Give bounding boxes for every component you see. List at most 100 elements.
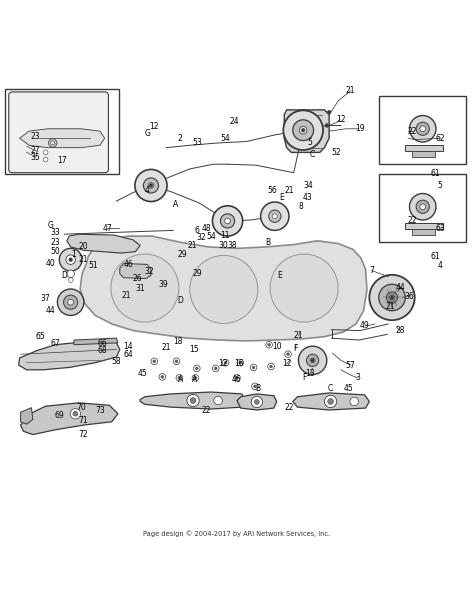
Text: 39: 39 bbox=[159, 280, 169, 289]
Text: 1: 1 bbox=[72, 250, 76, 259]
Circle shape bbox=[416, 122, 429, 135]
Text: 51: 51 bbox=[88, 261, 98, 271]
Circle shape bbox=[225, 218, 230, 224]
Circle shape bbox=[324, 395, 337, 408]
Circle shape bbox=[273, 214, 277, 218]
Circle shape bbox=[285, 351, 292, 357]
Text: 35: 35 bbox=[30, 152, 40, 162]
Text: 57: 57 bbox=[346, 360, 356, 370]
Circle shape bbox=[224, 361, 227, 364]
Text: 53: 53 bbox=[192, 138, 202, 147]
Circle shape bbox=[111, 254, 179, 322]
Text: 72: 72 bbox=[79, 430, 88, 439]
Polygon shape bbox=[284, 110, 329, 152]
Circle shape bbox=[190, 398, 196, 403]
Circle shape bbox=[67, 270, 74, 278]
Text: 6: 6 bbox=[194, 226, 199, 235]
Text: A: A bbox=[192, 375, 197, 384]
Circle shape bbox=[283, 110, 323, 150]
Text: 69: 69 bbox=[55, 411, 64, 420]
Text: 54: 54 bbox=[220, 134, 230, 143]
Circle shape bbox=[176, 375, 182, 381]
Polygon shape bbox=[67, 234, 140, 253]
Circle shape bbox=[386, 292, 398, 303]
Polygon shape bbox=[120, 263, 151, 278]
Text: 10: 10 bbox=[273, 341, 282, 351]
Circle shape bbox=[270, 365, 273, 368]
Text: 43: 43 bbox=[303, 193, 313, 202]
Circle shape bbox=[68, 299, 73, 305]
Circle shape bbox=[220, 214, 235, 228]
Text: C: C bbox=[328, 384, 333, 393]
Circle shape bbox=[251, 396, 263, 408]
Text: 33: 33 bbox=[50, 228, 60, 237]
Polygon shape bbox=[20, 408, 33, 424]
Text: 37: 37 bbox=[41, 294, 50, 304]
Text: 70: 70 bbox=[76, 403, 86, 412]
Text: 27: 27 bbox=[30, 146, 40, 155]
Text: 46: 46 bbox=[232, 375, 242, 384]
Text: 28: 28 bbox=[395, 326, 405, 335]
Text: 14: 14 bbox=[124, 341, 133, 351]
Circle shape bbox=[269, 210, 281, 222]
Text: 22: 22 bbox=[201, 406, 211, 416]
Text: E: E bbox=[277, 271, 282, 280]
Circle shape bbox=[66, 255, 75, 264]
Circle shape bbox=[239, 361, 242, 364]
Text: 22: 22 bbox=[407, 127, 417, 136]
Text: 21: 21 bbox=[187, 241, 197, 250]
Text: 21: 21 bbox=[121, 291, 131, 300]
Polygon shape bbox=[19, 129, 105, 147]
Circle shape bbox=[144, 178, 158, 193]
Circle shape bbox=[190, 255, 258, 324]
Circle shape bbox=[153, 360, 156, 363]
Circle shape bbox=[270, 254, 338, 322]
Text: 65: 65 bbox=[36, 332, 46, 341]
Text: 50: 50 bbox=[50, 247, 60, 256]
Text: 52: 52 bbox=[331, 148, 341, 157]
Text: 12: 12 bbox=[336, 115, 346, 124]
Text: 30: 30 bbox=[218, 241, 228, 250]
Circle shape bbox=[287, 353, 290, 356]
Circle shape bbox=[420, 126, 426, 132]
Text: 61: 61 bbox=[431, 169, 440, 178]
Text: 26: 26 bbox=[133, 274, 143, 283]
Text: 18: 18 bbox=[173, 337, 182, 346]
Text: A: A bbox=[173, 200, 178, 209]
Circle shape bbox=[300, 127, 307, 134]
Text: F: F bbox=[293, 344, 297, 353]
Polygon shape bbox=[18, 340, 120, 370]
Text: 64: 64 bbox=[123, 349, 133, 359]
Polygon shape bbox=[80, 236, 367, 341]
Text: 5: 5 bbox=[308, 138, 313, 147]
Circle shape bbox=[57, 289, 84, 315]
Circle shape bbox=[369, 275, 415, 320]
Circle shape bbox=[252, 366, 255, 369]
Circle shape bbox=[195, 367, 198, 370]
Text: 21: 21 bbox=[161, 343, 171, 352]
Polygon shape bbox=[74, 338, 118, 345]
Circle shape bbox=[149, 184, 153, 187]
Circle shape bbox=[212, 365, 219, 371]
Circle shape bbox=[194, 376, 197, 379]
Text: B: B bbox=[255, 384, 260, 393]
Circle shape bbox=[43, 150, 48, 155]
Polygon shape bbox=[405, 145, 443, 151]
Text: 29: 29 bbox=[192, 269, 201, 278]
Text: 46: 46 bbox=[123, 260, 133, 269]
Text: 21: 21 bbox=[346, 86, 355, 95]
Circle shape bbox=[48, 139, 57, 147]
Text: F: F bbox=[302, 373, 307, 382]
Text: 32: 32 bbox=[197, 233, 206, 242]
Circle shape bbox=[178, 376, 181, 379]
Text: 56: 56 bbox=[267, 185, 277, 195]
Text: 4: 4 bbox=[145, 185, 150, 195]
Text: 44: 44 bbox=[46, 306, 55, 315]
Circle shape bbox=[410, 193, 436, 220]
Polygon shape bbox=[412, 229, 435, 235]
Text: 19: 19 bbox=[355, 124, 365, 133]
Text: 36: 36 bbox=[405, 292, 414, 301]
Text: 66: 66 bbox=[98, 339, 107, 348]
Circle shape bbox=[236, 376, 238, 379]
Text: 15: 15 bbox=[190, 345, 199, 354]
